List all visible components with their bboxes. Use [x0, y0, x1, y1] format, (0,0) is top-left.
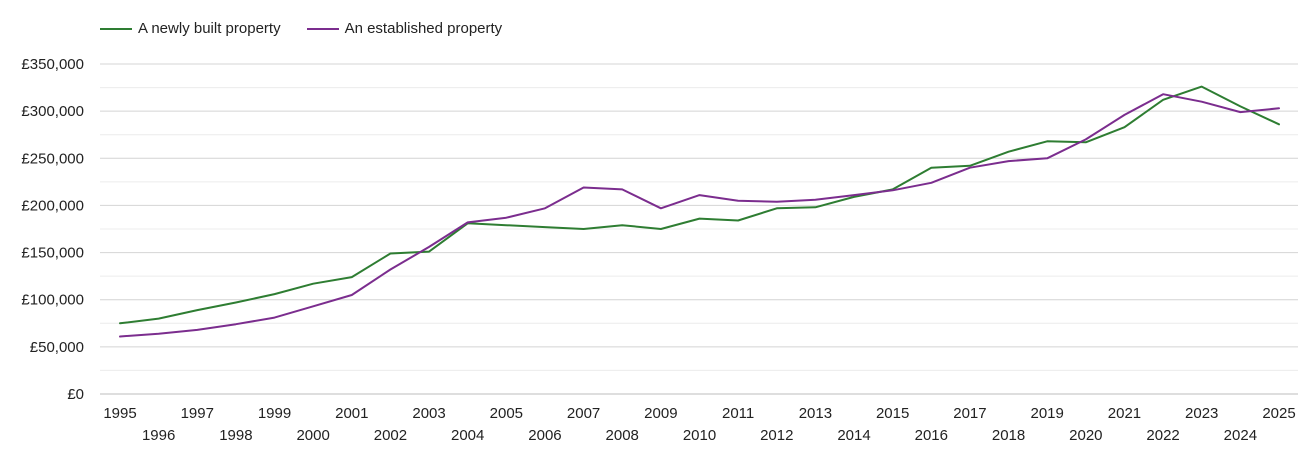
y-tick-label: £0: [67, 386, 84, 403]
y-tick-label: £300,000: [21, 103, 84, 120]
y-tick-label: £350,000: [21, 56, 84, 73]
x-tick-label: 2010: [683, 427, 716, 444]
legend-item-new-build[interactable]: A newly built property: [100, 20, 281, 37]
x-tick-label: 2023: [1185, 405, 1218, 422]
legend-swatch-established: [306, 27, 339, 30]
x-tick-label: 2015: [876, 405, 909, 422]
x-tick-label: 1995: [103, 405, 136, 422]
x-tick-label: 2022: [1146, 427, 1179, 444]
x-tick-label: 2007: [567, 405, 600, 422]
x-tick-label: 1996: [142, 427, 175, 444]
series-line-established: [119, 93, 1280, 338]
y-tick-label: £200,000: [21, 197, 84, 214]
legend-item-established[interactable]: An established property: [306, 20, 503, 37]
x-tick-label: 2003: [412, 405, 445, 422]
x-tick-label: 2019: [1031, 405, 1064, 422]
x-tick-label: 2005: [490, 405, 523, 422]
x-tick-label: 2011: [722, 405, 754, 422]
x-tick-label: 2000: [296, 427, 329, 444]
x-tick-label: 2006: [528, 427, 561, 444]
legend-label-new-build: A newly built property: [138, 20, 281, 37]
x-tick-label: 2017: [953, 405, 986, 422]
series-line-new-build: [119, 85, 1280, 325]
x-tick-label: 1999: [258, 405, 291, 422]
x-tick-label: 2012: [760, 427, 793, 444]
x-tick-label: 2002: [374, 427, 407, 444]
x-tick-label: 2004: [451, 427, 484, 444]
x-tick-label: 2020: [1069, 427, 1102, 444]
x-tick-label: 2016: [915, 427, 948, 444]
x-tick-label: 2013: [799, 405, 832, 422]
x-tick-label: 2024: [1224, 427, 1257, 444]
y-tick-label: £100,000: [21, 292, 84, 309]
x-tick-label: 2014: [837, 427, 870, 444]
legend-label-established: An established property: [344, 20, 503, 37]
legend-swatch-new-build: [100, 27, 132, 30]
y-tick-label: £50,000: [30, 339, 84, 356]
x-tick-label: 1997: [181, 405, 214, 422]
x-tick-label: 1998: [219, 427, 252, 444]
x-tick-label: 2001: [335, 405, 368, 422]
x-tick-label: 2021: [1108, 405, 1141, 422]
x-tick-label: 2009: [644, 405, 677, 422]
x-tick-label: 2018: [992, 427, 1025, 444]
y-tick-label: £150,000: [21, 245, 84, 262]
chart-legend: A newly built property An established pr…: [100, 20, 502, 37]
y-tick-label: £250,000: [21, 150, 84, 167]
x-tick-label: 2025: [1262, 405, 1295, 422]
x-tick-label: 2008: [606, 427, 639, 444]
